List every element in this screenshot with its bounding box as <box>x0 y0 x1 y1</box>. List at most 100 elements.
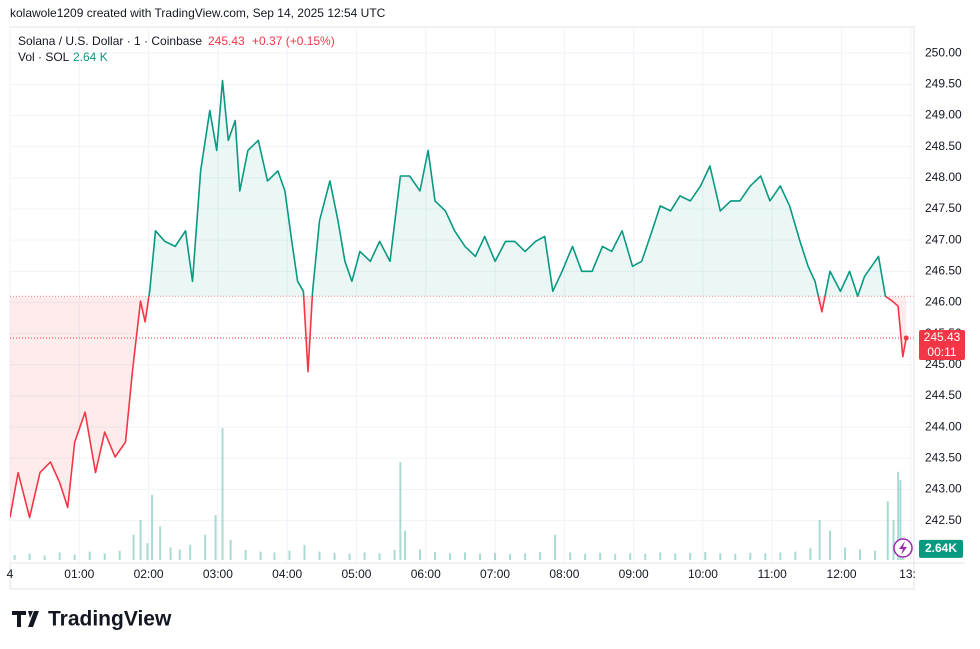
logo-text: TradingView <box>48 608 172 631</box>
volume-bar <box>159 526 162 560</box>
volume-bar <box>689 552 692 560</box>
volume-bar <box>897 471 900 560</box>
volume-bar <box>539 552 542 560</box>
x-tick-label: 09:00 <box>619 567 649 581</box>
volume-bar <box>169 547 172 560</box>
y-tick-label: 248.50 <box>925 139 962 153</box>
volume-bar <box>704 552 707 560</box>
volume-bar <box>734 553 737 560</box>
x-tick-label: 12:00 <box>827 567 857 581</box>
x-tick-label: 06:00 <box>411 567 441 581</box>
y-tick-label: 244.50 <box>925 388 962 402</box>
volume-bar <box>244 549 247 560</box>
volume-bar <box>399 462 402 560</box>
volume-bar <box>524 553 527 560</box>
price-pane <box>10 79 914 519</box>
volume-tag <box>919 539 963 558</box>
axes: 242.50 243.00 243.50 244.00 244.50 245.00 245.… <box>925 45 962 526</box>
volume-bar <box>221 428 224 560</box>
flash-bolt <box>899 541 907 555</box>
volume-bar <box>273 552 276 560</box>
volume-bar <box>118 550 121 560</box>
x-tick-label: 10:00 <box>688 567 718 581</box>
price-tag-value: 245.43 <box>924 330 961 344</box>
volume-bar <box>333 552 336 560</box>
volume-bar <box>259 551 262 560</box>
y-tick-label: 246.00 <box>925 295 962 309</box>
volume-bar <box>659 552 662 560</box>
volume-bar <box>13 554 16 560</box>
volume-bar <box>749 552 752 560</box>
last-point <box>903 335 909 341</box>
y-tick-label: 249.00 <box>925 108 962 122</box>
volume-bar <box>214 515 217 560</box>
volume-tag-value: 2.64K <box>925 541 957 555</box>
volume-bar <box>584 553 587 560</box>
logo-icon <box>12 611 39 627</box>
x-tick-label: 04:00 <box>272 567 302 581</box>
volume-bar <box>103 553 106 560</box>
volume-bar <box>859 549 862 560</box>
y-tick-label: 244.00 <box>925 419 962 433</box>
volume-bar <box>419 549 421 560</box>
y-tick-label: 243.50 <box>925 450 962 464</box>
volume-bar <box>88 551 91 560</box>
y-tick-label: 247.00 <box>925 232 962 246</box>
volume-bar <box>139 520 142 560</box>
volume-bar <box>794 551 797 560</box>
y-tick-label: 243.00 <box>925 482 962 496</box>
volume-bar <box>464 552 467 560</box>
x-tick-label: 03:00 <box>203 567 233 581</box>
y-tick-label: 248.00 <box>925 170 962 184</box>
price-line <box>10 79 907 519</box>
y-tick-label: 246.50 <box>925 263 962 277</box>
volume-bar <box>178 549 181 560</box>
volume-bar <box>189 544 192 560</box>
price-tag-countdown: 00:11 <box>927 345 956 359</box>
volume-pane <box>13 428 904 560</box>
volume-bar <box>229 539 232 560</box>
volume-bar <box>764 553 767 560</box>
y-tick-label: 250.00 <box>925 45 962 59</box>
volume-bar <box>719 553 722 560</box>
x-labels: 4 01:00 02:00 03:00 04:00 05:00 06:00 07:00 08:0… <box>7 567 916 581</box>
volume-bar <box>434 552 437 560</box>
logo: TradingView <box>12 608 172 631</box>
volume-bar <box>629 553 632 560</box>
baseline-area <box>10 80 907 518</box>
volume-legend-value: 2.64 K <box>73 50 108 64</box>
volume-bar <box>303 544 306 560</box>
x-tick-label: 05:00 <box>341 567 371 581</box>
legend-change: +0.37 (+0.15%) <box>252 34 335 48</box>
volume-bar <box>494 552 497 560</box>
y-tick-label: 249.50 <box>925 77 962 91</box>
volume-bar <box>674 553 677 560</box>
price-tag <box>919 330 965 361</box>
volume-bar <box>844 547 847 560</box>
volume-bar <box>378 553 381 560</box>
volume-bar <box>599 552 602 560</box>
volume-bar <box>614 554 617 560</box>
volume-bar <box>363 552 366 560</box>
volume-bar <box>818 520 821 560</box>
y-tick-label: 247.50 <box>925 201 962 215</box>
x-tick-label: 4 <box>7 567 14 581</box>
credit: kolawole1209 created with TradingView.co… <box>10 6 386 20</box>
volume-bar <box>509 554 512 560</box>
volume-bar <box>132 534 135 560</box>
volume-bar <box>403 530 406 560</box>
volume-bar <box>204 534 207 560</box>
volume-bar <box>569 552 572 560</box>
volume-bar <box>318 551 321 560</box>
volume-bar <box>58 552 61 560</box>
y-tick-label: 245.00 <box>925 357 962 371</box>
volume-bar <box>146 543 149 560</box>
y-tick-label: 242.50 <box>925 513 962 527</box>
volume-bar <box>809 548 812 560</box>
x-tick-label: 02:00 <box>134 567 164 581</box>
volume-bar <box>151 494 154 560</box>
x-tick-label: 01:00 <box>64 567 94 581</box>
chart-title: Solana / U.S. Dollar · 1 · Coinbase <box>18 34 202 48</box>
volume-bar <box>554 534 557 560</box>
